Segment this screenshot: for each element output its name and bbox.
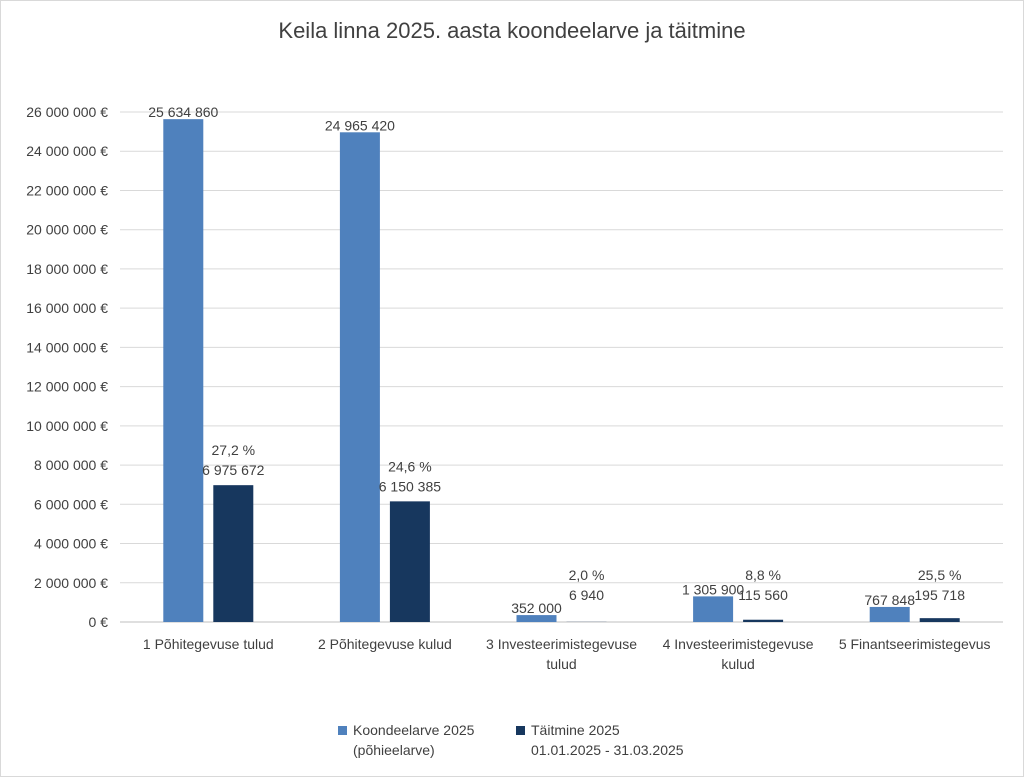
y-tick-label: 0 € — [89, 614, 109, 630]
y-tick-label: 12 000 000 € — [26, 379, 108, 395]
data-label-execution: 115 560 — [738, 587, 788, 603]
x-category-label: 4 Investeerimistegevuse — [663, 636, 814, 652]
legend-swatch-execution — [516, 726, 525, 735]
legend-label-execution-line1: Täitmine 2025 — [531, 722, 620, 738]
data-label-percent: 24,6 % — [388, 458, 432, 474]
y-tick-label: 14 000 000 € — [26, 339, 108, 355]
data-label-percent: 2,0 % — [569, 567, 605, 583]
bar-execution — [919, 618, 960, 622]
y-tick-label: 24 000 000 € — [26, 143, 108, 159]
bar-budget — [869, 606, 910, 622]
bar-execution — [213, 485, 254, 622]
legend-label-budget-line1: Koondeelarve 2025 — [353, 722, 475, 738]
bar-budget — [693, 596, 734, 622]
data-label-budget: 352 000 — [511, 600, 562, 616]
y-tick-label: 26 000 000 € — [26, 104, 108, 120]
y-tick-label: 10 000 000 € — [26, 418, 108, 434]
bar-budget — [516, 615, 557, 622]
x-category-label: 3 Investeerimistegevuse — [486, 636, 637, 652]
y-tick-label: 20 000 000 € — [26, 222, 108, 238]
bar-budget — [339, 132, 380, 622]
x-category-label: 2 Põhitegevuse kulud — [318, 636, 452, 652]
y-tick-label: 6 000 000 € — [34, 496, 108, 512]
legend: Koondeelarve 2025 (põhieelarve) Täitmine… — [0, 720, 1024, 770]
y-tick-label: 2 000 000 € — [34, 575, 108, 591]
legend-swatch-budget — [338, 726, 347, 735]
y-tick-label: 4 000 000 € — [34, 536, 108, 552]
data-label-execution: 195 718 — [914, 587, 965, 603]
x-category-label: 1 Põhitegevuse tulud — [143, 636, 274, 652]
bar-execution — [389, 501, 430, 622]
data-label-budget: 767 848 — [864, 592, 915, 608]
legend-item-execution: Täitmine 2025 01.01.2025 - 31.03.2025 — [516, 720, 684, 760]
bar-execution — [743, 619, 784, 622]
data-label-execution: 6 975 672 — [202, 462, 264, 478]
legend-label-execution-line2: 01.01.2025 - 31.03.2025 — [531, 742, 684, 758]
data-label-budget: 1 305 900 — [682, 581, 744, 597]
y-tick-label: 8 000 000 € — [34, 457, 108, 473]
data-label-percent: 8,8 % — [745, 567, 781, 583]
x-category-label: 5 Finantseerimistegevus — [839, 636, 991, 652]
legend-label-budget-line2: (põhieelarve) — [353, 742, 435, 758]
bar-budget — [163, 119, 204, 623]
data-label-percent: 27,2 % — [212, 442, 256, 458]
y-tick-label: 22 000 000 € — [26, 182, 108, 198]
data-label-execution: 6 940 — [569, 587, 604, 603]
chart-svg: 0 € 2 000 000 € 4 000 000 € 6 000 000 € 8 00… — [26, 104, 1003, 672]
y-tick-label: 16 000 000 € — [26, 300, 108, 316]
chart-title: Keila linna 2025. aasta koondeelarve ja … — [278, 18, 746, 43]
y-tick-label: 18 000 000 € — [26, 261, 108, 277]
data-label-execution: 6 150 385 — [379, 478, 441, 494]
data-label-percent: 25,5 % — [918, 567, 962, 583]
legend-item-budget: Koondeelarve 2025 (põhieelarve) — [338, 720, 474, 760]
data-label-budget: 25 634 860 — [148, 104, 218, 120]
data-label-budget: 24 965 420 — [325, 117, 395, 133]
x-category-label: kulud — [721, 656, 754, 672]
x-category-label: tulud — [546, 656, 576, 672]
